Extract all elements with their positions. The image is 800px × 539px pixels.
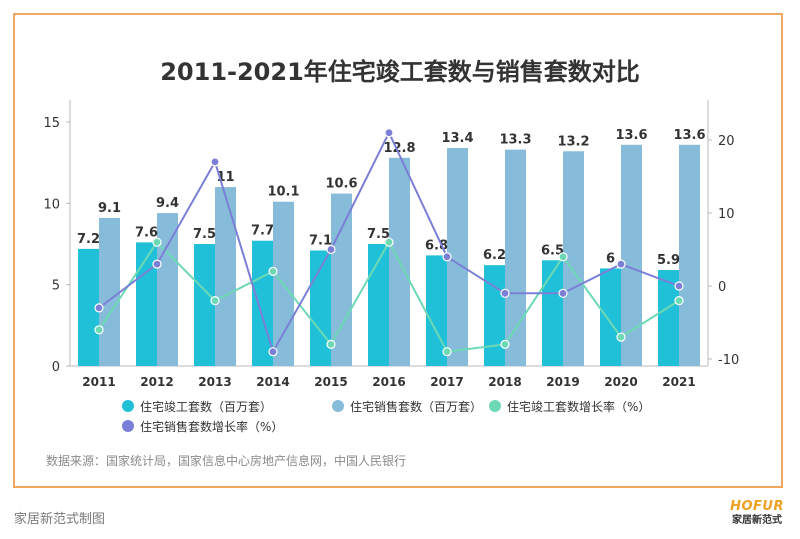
point-completed-growth (558, 252, 568, 262)
point-sales-growth (442, 252, 452, 262)
bar-completed (600, 268, 621, 366)
legend-marker (122, 400, 134, 412)
point-completed-growth (152, 237, 162, 247)
bar-completed (542, 260, 563, 366)
bar-completed (426, 255, 447, 366)
legend-marker (122, 420, 134, 432)
bar-value-label-sold: 13.6 (673, 128, 705, 143)
bar-completed (78, 248, 99, 366)
point-sales-growth (268, 347, 278, 357)
bar-sold (215, 187, 236, 366)
right-tick-label: -10 (718, 353, 739, 368)
legend-label: 住宅销售套数（百万套） (350, 399, 482, 414)
bar-completed (484, 265, 505, 366)
bar-value-label-sold: 13.3 (499, 133, 531, 148)
point-completed-growth (326, 339, 336, 349)
point-sales-growth (616, 259, 626, 269)
x-tick-label: 2013 (198, 375, 231, 389)
bar-value-label-completed: 6.5 (541, 243, 564, 258)
legend-marker (332, 400, 344, 412)
right-tick-label: 20 (718, 134, 735, 149)
point-completed-growth (442, 347, 452, 357)
bar-value-label-sold: 12.8 (383, 141, 415, 156)
bar-value-label-sold: 9.1 (98, 201, 121, 216)
bar-sold (447, 148, 468, 366)
x-tick-label: 2014 (256, 375, 289, 389)
point-completed-growth (384, 237, 394, 247)
chart-frame (13, 13, 783, 488)
x-tick-label: 2021 (662, 375, 695, 389)
bar-value-label-completed: 7.6 (135, 225, 158, 240)
left-tick-label: 0 (52, 360, 60, 375)
bar-value-label-sold: 9.4 (156, 196, 179, 211)
x-tick-label: 2012 (140, 375, 173, 389)
point-sales-growth (326, 244, 336, 255)
bar-value-label-completed: 6.8 (425, 238, 448, 253)
x-tick-label: 2018 (488, 375, 521, 389)
bar-value-label-sold: 10.6 (325, 177, 357, 192)
point-completed-growth (94, 325, 104, 335)
bar-completed (658, 270, 679, 366)
point-completed-growth (210, 296, 220, 306)
left-tick-label: 10 (43, 197, 60, 212)
bar-sold (563, 151, 584, 366)
x-tick-label: 2019 (546, 375, 579, 389)
point-completed-growth (616, 332, 626, 342)
point-sales-growth (384, 128, 394, 138)
x-tick-label: 2011 (82, 375, 115, 389)
bar-sold (621, 144, 642, 366)
bar-value-label-completed: 6.2 (483, 248, 506, 263)
data-source-note: 数据来源：国家统计局，国家信息中心房地产信息网，中国人民银行 (46, 454, 407, 468)
bar-value-label-completed: 7.2 (77, 232, 100, 247)
point-completed-growth (500, 339, 510, 349)
bar-value-label-completed: 5.9 (657, 253, 680, 268)
brand-logo: HOFUR 家居新范式 (730, 500, 784, 527)
point-sales-growth (558, 288, 568, 298)
point-sales-growth (210, 157, 220, 167)
bar-completed (368, 244, 389, 366)
brand-subtitle: 家居新范式 (732, 515, 783, 526)
brand-logo-text: HOFUR (730, 499, 784, 514)
point-sales-growth (94, 303, 104, 313)
bar-sold (99, 217, 120, 366)
bar-completed (194, 244, 215, 366)
point-completed-growth (674, 296, 684, 306)
point-sales-growth (500, 288, 510, 298)
bar-value-label-completed: 7.5 (367, 227, 390, 242)
bar-sold (157, 213, 178, 366)
left-tick-label: 15 (43, 116, 60, 131)
point-sales-growth (152, 259, 162, 269)
left-tick-label: 5 (52, 279, 60, 294)
right-tick-label: 10 (718, 207, 735, 222)
bar-value-label-sold: 13.2 (557, 134, 589, 149)
legend-marker (489, 400, 501, 412)
bar-value-label-completed: 7.7 (251, 224, 274, 239)
legend-label: 住宅销售套数增长率（%） (140, 419, 283, 434)
bar-value-label-completed: 7.1 (309, 234, 332, 249)
bar-completed (136, 242, 157, 366)
bar-value-label-sold: 13.4 (441, 131, 473, 146)
bar-value-label-sold: 10.1 (267, 185, 299, 200)
x-tick-label: 2017 (430, 375, 463, 389)
right-tick-label: 0 (718, 280, 726, 295)
x-tick-label: 2020 (604, 375, 637, 389)
chart-title: 2011-2021年住宅竣工套数与销售套数对比 (160, 58, 640, 86)
legend-label: 住宅竣工套数增长率（%） (507, 399, 650, 414)
bar-sold (679, 144, 700, 366)
bar-value-label-completed: 7.5 (193, 227, 216, 242)
bar-value-label-sold: 13.6 (615, 128, 647, 143)
legend-label: 住宅竣工套数（百万套） (140, 399, 272, 414)
x-tick-label: 2015 (314, 375, 347, 389)
point-completed-growth (268, 266, 278, 276)
bar-completed (252, 240, 273, 366)
x-tick-label: 2016 (372, 375, 405, 389)
point-sales-growth (674, 281, 684, 291)
bar-sold (505, 149, 526, 366)
bar-value-label-completed: 6 (606, 251, 615, 266)
footer-credit: 家居新范式制图 (14, 512, 106, 527)
